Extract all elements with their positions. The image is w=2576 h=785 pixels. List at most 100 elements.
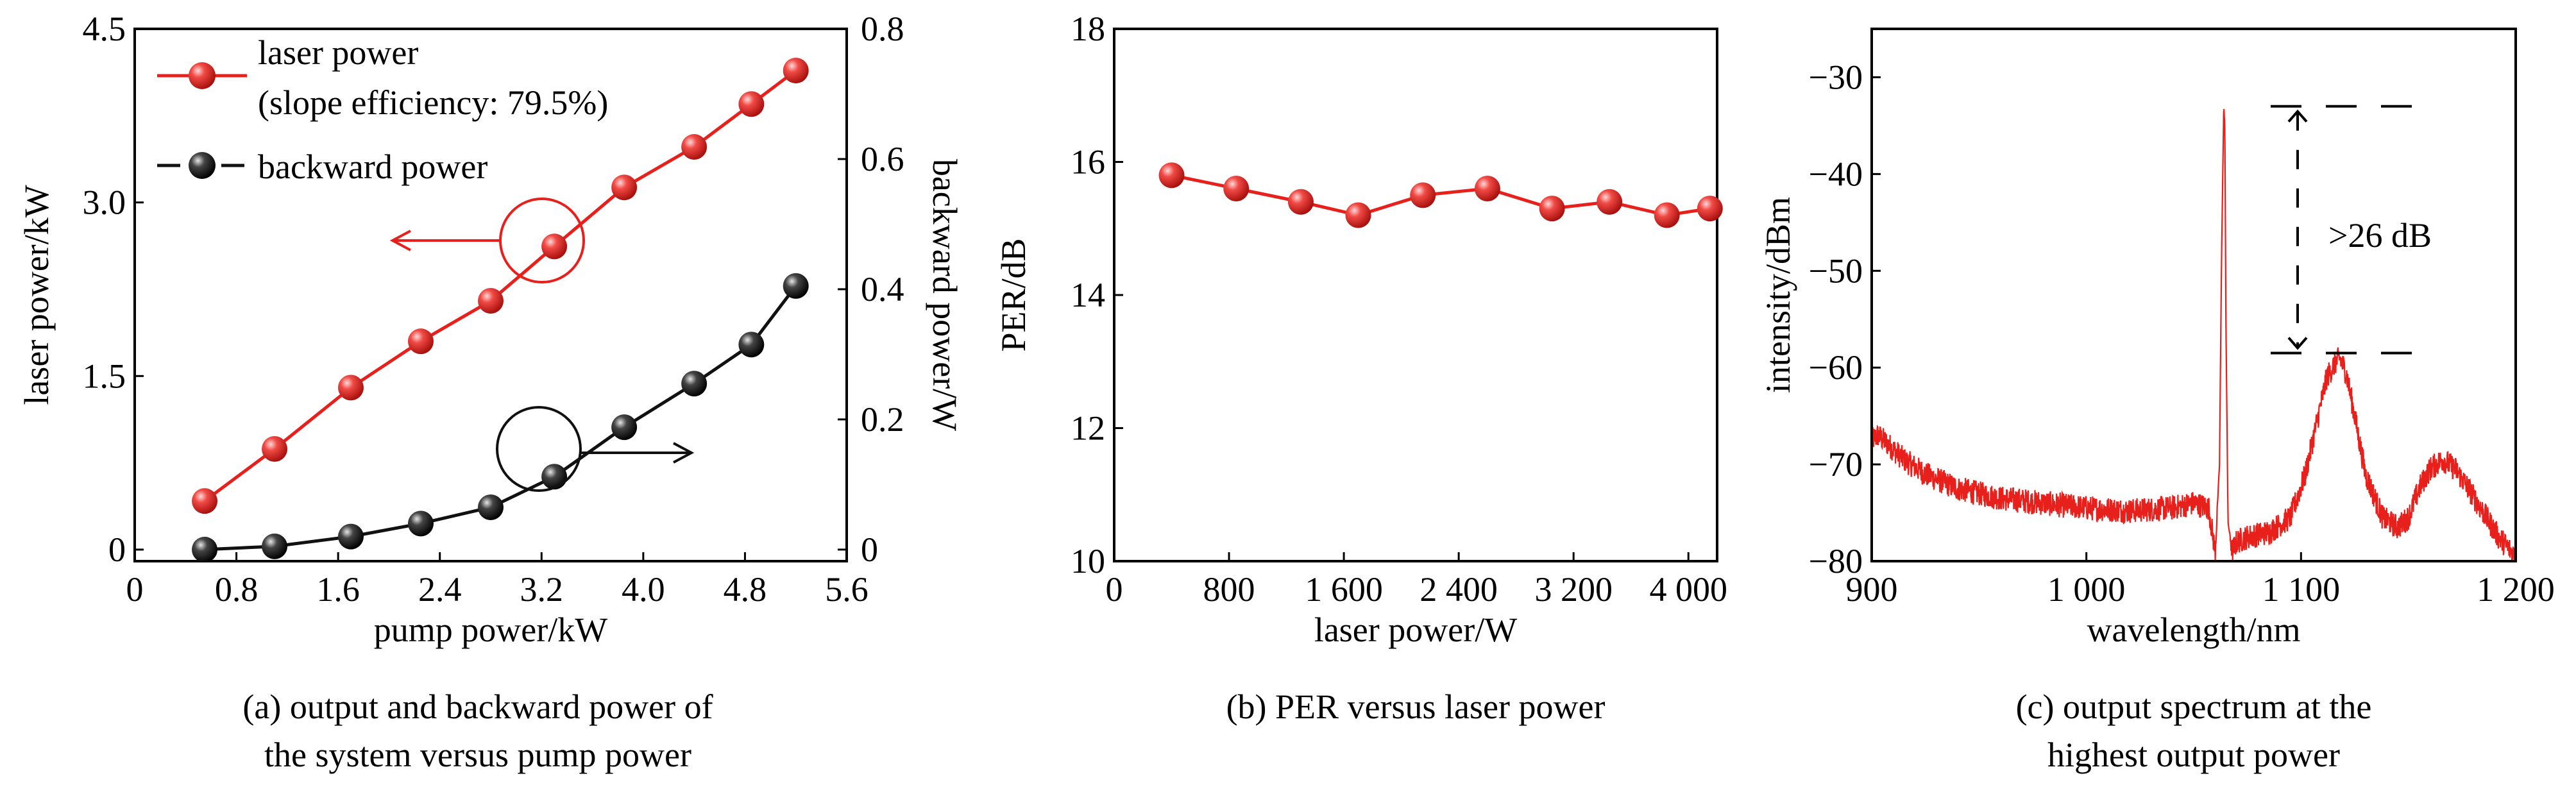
data-point-per xyxy=(1697,196,1723,222)
difference-arrow-head-down xyxy=(2287,337,2308,350)
data-point-laser xyxy=(783,57,809,83)
panel-a-frame xyxy=(133,28,848,562)
data-point-backward xyxy=(337,523,364,550)
panel-a-legend: laser power (slope efficiency: 79.5%) ba… xyxy=(157,33,608,186)
panel-b-marks xyxy=(1158,162,1723,228)
panel-b-ytick-label: 14 xyxy=(1071,276,1105,314)
panel-b-caption: (b) PER versus laser power xyxy=(1226,688,1606,726)
panel-b-xtick-label: 0 xyxy=(1106,570,1123,609)
panel-a-xtick-label: 5.6 xyxy=(825,570,869,609)
data-point-per xyxy=(1223,176,1250,201)
panel-a-ytick-label: 0 xyxy=(108,530,126,569)
panel-a-xtick-label: 0.8 xyxy=(215,570,258,609)
laser-axis-indicator-circle xyxy=(499,198,585,283)
panel-a-y2tick-label: 0.8 xyxy=(861,10,904,48)
data-point-laser xyxy=(738,91,765,117)
data-point-laser xyxy=(681,134,708,160)
panel-a-marks xyxy=(192,57,809,562)
panel-c-caption-line1: (c) output spectrum at the xyxy=(2016,688,2372,726)
panel-c-xtick-label: 1 200 xyxy=(2477,570,2555,609)
panel-b: 0 800 1 600 2 400 3 200 4 000 10 12 14 16 18 laser… xyxy=(994,10,1727,726)
panel-b-xtick-label: 1 600 xyxy=(1305,570,1383,609)
data-point-per xyxy=(1474,176,1500,201)
panel-a-ticks: 0 0.8 1.6 2.4 3.2 4.0 4.8 5.601.53.04.500.20.40… xyxy=(83,10,904,609)
panel-a-y2tick-label: 0 xyxy=(861,530,878,569)
data-point-backward xyxy=(407,511,434,537)
panel-a-y2tick-label: 0.4 xyxy=(861,270,904,308)
panel-a-y2label: backward power/W xyxy=(926,159,964,431)
panel-a-ytick-label: 3.0 xyxy=(83,183,126,222)
panel-c-marks xyxy=(1870,108,2516,562)
series-line-per xyxy=(1171,173,1711,217)
backward-axis-indicator-circle xyxy=(496,406,582,492)
panel-c-caption-line2: highest output power xyxy=(2047,736,2340,774)
data-point-per xyxy=(1654,202,1680,228)
data-point-per xyxy=(1287,189,1314,215)
legend-label-backward: backward power xyxy=(258,148,487,186)
backward-axis-arrow-head xyxy=(673,442,695,464)
panel-c-xtick-label: 1 100 xyxy=(2262,570,2341,609)
data-point-laser xyxy=(611,174,638,201)
data-point-laser xyxy=(192,488,218,514)
panel-a-ytick-label: 1.5 xyxy=(83,357,126,395)
panel-b-ytick-label: 18 xyxy=(1071,10,1105,48)
panel-c-ticks: 900 1 000 1 100 1 200 −80 −70 −60 −50 −40 −30 xyxy=(1809,58,2555,609)
panel-a-caption-line1: (a) output and backward power of xyxy=(242,688,713,726)
legend-marker-backward xyxy=(189,152,216,179)
series-line-laser-power xyxy=(203,69,797,503)
panel-a-y2tick-label: 0.2 xyxy=(861,400,904,439)
panel-c-ytick-label: −40 xyxy=(1809,155,1863,193)
difference-arrow-head-up xyxy=(2287,109,2308,123)
panel-b-xtick-label: 2 400 xyxy=(1419,570,1498,609)
data-point-backward xyxy=(611,414,638,441)
data-point-laser xyxy=(262,435,288,462)
panel-a-xlabel: pump power/kW xyxy=(374,611,607,649)
panel-a-xtick-label: 3.2 xyxy=(520,570,564,609)
data-point-laser xyxy=(337,375,364,401)
data-point-backward xyxy=(478,494,504,520)
panel-b-frame xyxy=(1113,28,1718,562)
panel-c-xlabel: wavelength/nm xyxy=(2087,611,2301,649)
legend-marker-laser xyxy=(189,62,216,89)
panel-c-annotation xyxy=(2271,105,2412,355)
data-point-per xyxy=(1539,196,1565,222)
panel-a-xtick-label: 0 xyxy=(126,570,144,609)
data-point-backward xyxy=(681,371,708,397)
legend-label-laser: laser power xyxy=(258,33,418,72)
panel-a-xtick-label: 4.0 xyxy=(622,570,665,609)
data-point-backward xyxy=(192,536,218,562)
panel-b-ytick-label: 12 xyxy=(1071,409,1105,448)
panel-a-ytick-label: 4.5 xyxy=(83,10,126,48)
series-line-spectrum xyxy=(1870,108,2516,562)
panel-b-xtick-label: 800 xyxy=(1203,570,1255,609)
panel-a-caption-line2: the system versus pump power xyxy=(264,736,691,774)
data-point-backward xyxy=(738,332,765,358)
panel-c-ytick-label: −60 xyxy=(1809,348,1863,387)
data-point-per xyxy=(1345,202,1371,228)
panel-c-annotation-label: >26 dB xyxy=(2328,216,2432,255)
panel-a-xtick-label: 1.6 xyxy=(316,570,360,609)
data-point-laser xyxy=(478,288,504,314)
series-line-backward-power xyxy=(204,285,797,552)
data-point-backward xyxy=(262,533,288,559)
data-point-backward xyxy=(541,464,568,490)
panel-c-frame xyxy=(1870,28,2517,562)
panel-c-ytick-label: −30 xyxy=(1809,58,1863,96)
panel-a-xtick-label: 2.4 xyxy=(418,570,462,609)
panel-b-ytick-label: 16 xyxy=(1071,143,1105,181)
panel-b-ytick-label: 10 xyxy=(1071,542,1105,580)
panel-a-xtick-label: 4.8 xyxy=(724,570,767,609)
data-point-backward xyxy=(783,273,809,299)
panel-c: 900 1 000 1 100 1 200 −80 −70 −60 −50 −40 −30 >26… xyxy=(1759,28,2555,774)
panel-c-xtick-label: 1 000 xyxy=(2047,570,2126,609)
data-point-laser xyxy=(541,233,568,260)
panel-a-y2tick-label: 0.6 xyxy=(861,140,904,178)
data-point-per xyxy=(1158,162,1185,189)
panel-a: 0 0.8 1.6 2.4 3.2 4.0 4.8 5.601.53.04.500.20.40… xyxy=(17,10,964,774)
panel-b-ticks: 0 800 1 600 2 400 3 200 4 000 10 12 14 16 18 xyxy=(1071,10,1727,609)
panel-b-xtick-label: 4 000 xyxy=(1649,570,1727,609)
data-point-laser xyxy=(407,328,434,355)
panel-c-ytick-label: −80 xyxy=(1809,542,1863,580)
panel-c-xtick-label: 900 xyxy=(1846,570,1898,609)
